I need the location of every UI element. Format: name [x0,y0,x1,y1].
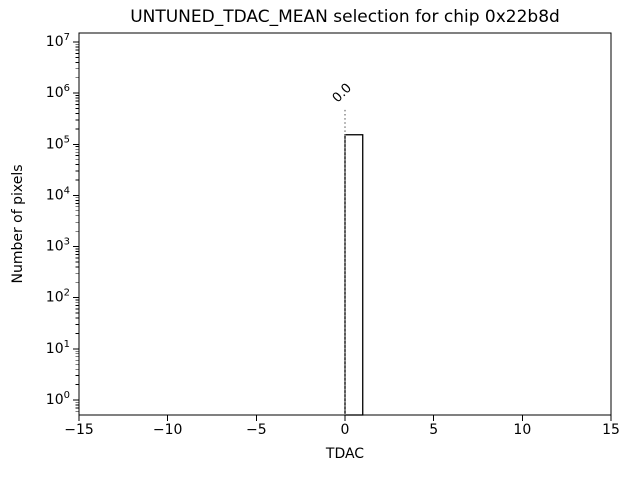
chart-title: UNTUNED_TDAC_MEAN selection for chip 0x2… [130,7,560,27]
x-tick-label: 10 [513,422,531,438]
histogram-bar [344,134,364,416]
x-axis-label: TDAC [325,446,364,462]
x-tick-label: 5 [429,422,438,438]
y-tick-label: 107 [46,32,70,50]
y-tick-label: 101 [46,339,70,357]
x-tick-label: −10 [153,422,183,438]
x-tick-label: 15 [602,422,620,438]
y-tick-label: 106 [46,83,70,101]
y-tick-label: 100 [46,390,70,408]
y-tick-label: 105 [46,134,70,152]
x-tick-label: 0 [341,422,350,438]
y-axis-label: Number of pixels [10,164,26,283]
x-tick-label: −15 [64,422,94,438]
y-tick-label: 102 [46,288,70,306]
y-tick-label: 103 [46,237,70,255]
x-tick-label: −5 [246,422,267,438]
y-tick-label: 104 [46,185,70,203]
